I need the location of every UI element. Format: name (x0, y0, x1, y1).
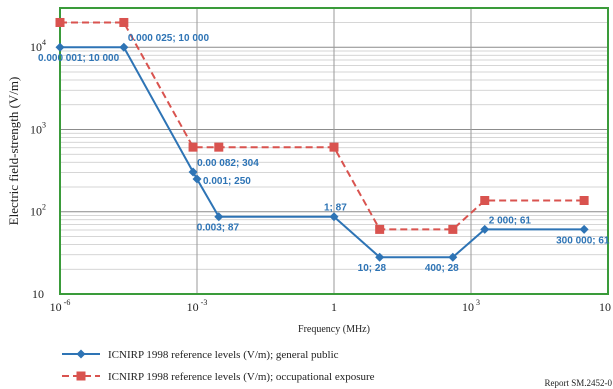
data-label: 300 000; 61 (556, 235, 610, 246)
legend-entry: ICNIRP 1998 reference levels (V/m); gene… (108, 349, 339, 361)
series-line (60, 21, 585, 231)
data-point-diamond (375, 252, 385, 262)
data-point-square (329, 142, 339, 152)
data-label: 1; 87 (324, 203, 347, 214)
data-point-diamond (214, 212, 224, 222)
y-tick-label: 104 (30, 38, 46, 54)
data-point-square (119, 17, 129, 27)
data-point-diamond (188, 167, 198, 177)
data-point-square (448, 224, 458, 234)
data-point-square (214, 142, 224, 152)
x-tick-label: 10 -6 (50, 298, 71, 314)
data-point-diamond (76, 349, 86, 359)
y-tick-label: 103 (30, 120, 46, 136)
data-label: 10; 28 (358, 263, 387, 274)
data-label: 0.000 025; 10 000 (128, 33, 210, 44)
legend-entry: ICNIRP 1998 reference levels (V/m); occu… (108, 371, 375, 383)
x-tick-label: 1 (331, 300, 337, 314)
legend: ICNIRP 1998 reference levels (V/m); gene… (62, 349, 375, 383)
data-point-diamond (448, 252, 458, 262)
x-axis-ticks: 10-6 10-3 1 103 106 (50, 298, 613, 314)
data-point-diamond (329, 212, 339, 222)
x-tick-label: 10 -3 (187, 298, 208, 314)
series-group (55, 17, 589, 234)
series-group (55, 42, 589, 262)
y-tick-label: 10 (32, 287, 44, 301)
data-point-diamond (55, 42, 65, 52)
data-label: 0.00 082; 304 (197, 158, 259, 169)
data-point-square (480, 196, 490, 206)
data-point-square (55, 17, 65, 27)
data-point-square (579, 196, 589, 206)
report-label: Report SM.2452-0 (545, 378, 613, 388)
data-point-square (375, 224, 385, 234)
x-tick-label: 106 (599, 298, 613, 314)
data-point-square (188, 142, 198, 152)
y-tick-label: 102 (30, 203, 46, 219)
data-label: 2 000; 61 (489, 215, 532, 226)
data-label: 0.000 001; 10 000 (38, 53, 120, 64)
grid-lines (59, 7, 609, 295)
data-point-diamond (480, 224, 490, 234)
data-point-diamond (192, 174, 202, 184)
plot-frame (59, 7, 609, 295)
series-layer (55, 17, 589, 262)
y-axis-label: Electric field-strength (V/m) (6, 77, 21, 226)
data-point-diamond (119, 42, 129, 52)
annotations: 0.000 025; 10 000 0.000 001; 10 000 0.00 0… (38, 33, 610, 274)
data-point-square (76, 371, 86, 381)
x-tick-label: 10 3 (462, 298, 480, 314)
series-line (60, 46, 585, 259)
y-axis-ticks: 10 102 103 104 (30, 38, 46, 301)
data-label: 0.003; 87 (197, 223, 240, 234)
data-point-diamond (579, 224, 589, 234)
data-label: 400; 28 (425, 263, 459, 274)
x-axis-label: Frequency (MHz) (298, 324, 370, 335)
data-label: 0.001; 250 (203, 176, 251, 187)
